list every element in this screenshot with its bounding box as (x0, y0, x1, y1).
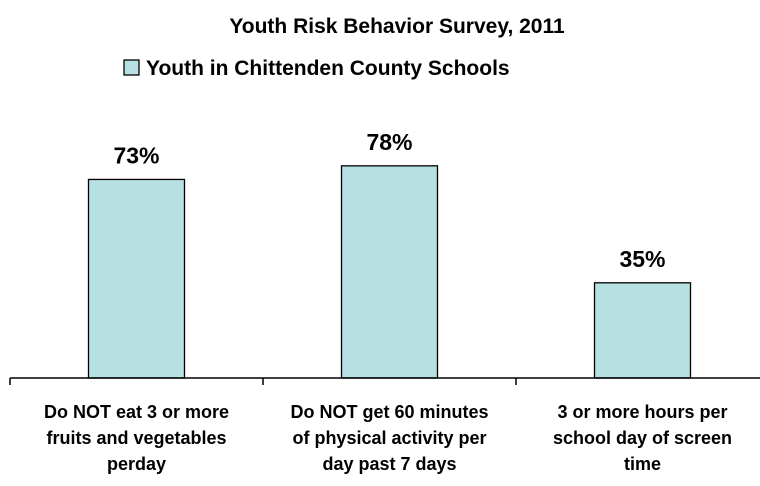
category-label: school day of screen (553, 428, 732, 448)
legend-swatch (123, 59, 140, 76)
data-label: 78% (366, 129, 412, 155)
category-label: day past 7 days (322, 454, 456, 474)
bar (593, 282, 692, 379)
data-label: 35% (619, 246, 665, 272)
category-label: Do NOT get 60 minutes (290, 402, 488, 422)
legend: Youth in Chittenden County Schools (123, 57, 510, 80)
category-label: fruits and vegetables (46, 428, 226, 448)
category-label: perday (107, 454, 166, 474)
category-label: Do NOT eat 3 or more (44, 402, 229, 422)
legend-label: Youth in Chittenden County Schools (146, 57, 510, 80)
category-label: 3 or more hours per (557, 402, 727, 422)
chart-title: Youth Risk Behavior Survey, 2011 (229, 15, 565, 38)
bar (340, 165, 439, 379)
bar (87, 178, 186, 379)
category-label: time (624, 454, 661, 474)
plot-area: 73% Do NOT eat 3 or more fruits and vegeta… (9, 129, 760, 474)
category-label: of physical activity per (292, 428, 486, 448)
data-label: 73% (113, 142, 159, 168)
